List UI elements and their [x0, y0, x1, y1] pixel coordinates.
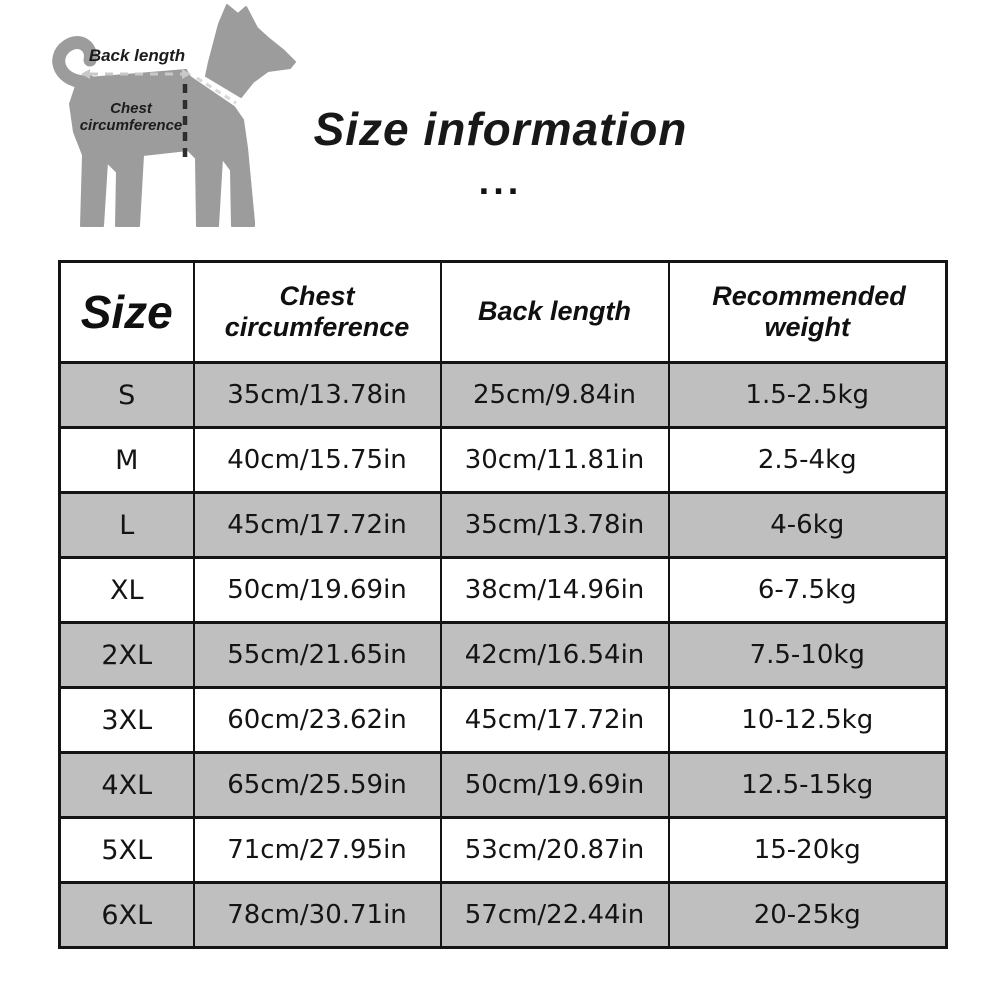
back-length-label: Back length — [88, 46, 186, 65]
size-table: Size Chest circumference Back length Rec… — [58, 260, 948, 949]
column-header-chest-circumference: Chest circumference — [192, 260, 442, 364]
table-row-xl: XL 50cm/19.69in 38cm/14.96in 6-7.5kg — [58, 556, 948, 624]
table-row-l: L 45cm/17.72in 35cm/13.78in 4-6kg — [58, 491, 948, 559]
weight-cell: 20-25kg — [667, 881, 948, 949]
back-cell: 25cm/9.84in — [439, 361, 670, 429]
weight-cell: 15-20kg — [667, 816, 948, 884]
chest-cell: 40cm/15.75in — [192, 426, 442, 494]
back-cell: 30cm/11.81in — [439, 426, 670, 494]
ellipsis-decoration: ... — [478, 161, 523, 203]
size-cell: 6XL — [58, 881, 195, 949]
column-header-label: Recommended weight — [712, 280, 906, 342]
chest-circumference-label: Chest circumference — [79, 100, 183, 135]
chest-cell: 78cm/30.71in — [192, 881, 442, 949]
dog-head-shape — [205, 4, 296, 98]
back-cell: 57cm/22.44in — [439, 881, 670, 949]
table-row-2xl: 2XL 55cm/21.65in 42cm/16.54in 7.5-10kg — [58, 621, 948, 689]
dog-silhouette-icon — [52, 4, 296, 227]
column-header-label: Back length — [477, 296, 632, 327]
collar-dashed-line — [196, 76, 237, 105]
weight-cell: 2.5-4kg — [667, 426, 948, 494]
column-header-recommended-weight: Recommended weight — [667, 260, 948, 364]
column-header-label: Chest circumference — [224, 280, 410, 342]
size-table-header: Size Chest circumference Back length Rec… — [58, 260, 948, 364]
size-cell: 2XL — [58, 621, 195, 689]
chest-cell: 50cm/19.69in — [192, 556, 442, 624]
back-cell: 50cm/19.69in — [439, 751, 670, 819]
table-row-s: S 35cm/13.78in 25cm/9.84in 1.5-2.5kg — [58, 361, 948, 429]
chest-cell: 65cm/25.59in — [192, 751, 442, 819]
chest-cell: 55cm/21.65in — [192, 621, 442, 689]
dog-measurement-diagram: Back length Chest circumference — [0, 0, 340, 250]
back-cell: 35cm/13.78in — [439, 491, 670, 559]
size-cell: 5XL — [58, 816, 195, 884]
size-cell: M — [58, 426, 195, 494]
weight-cell: 4-6kg — [667, 491, 948, 559]
back-cell: 38cm/14.96in — [439, 556, 670, 624]
table-row-5xl: 5XL 71cm/27.95in 53cm/20.87in 15-20kg — [58, 816, 948, 884]
back-cell: 45cm/17.72in — [439, 686, 670, 754]
size-cell: 4XL — [58, 751, 195, 819]
table-row-3xl: 3XL 60cm/23.62in 45cm/17.72in 10-12.5kg — [58, 686, 948, 754]
table-row-m: M 40cm/15.75in 30cm/11.81in 2.5-4kg — [58, 426, 948, 494]
back-cell: 53cm/20.87in — [439, 816, 670, 884]
size-cell: L — [58, 491, 195, 559]
dog-tail-shape — [52, 36, 97, 89]
chest-cell: 60cm/23.62in — [192, 686, 442, 754]
chest-cell: 45cm/17.72in — [192, 491, 442, 559]
weight-cell: 12.5-15kg — [667, 751, 948, 819]
chest-cell: 71cm/27.95in — [192, 816, 442, 884]
table-row-6xl: 6XL 78cm/30.71in 57cm/22.44in 20-25kg — [58, 881, 948, 949]
weight-cell: 10-12.5kg — [667, 686, 948, 754]
weight-cell: 7.5-10kg — [667, 621, 948, 689]
chest-cell: 35cm/13.78in — [192, 361, 442, 429]
page-title: Size information — [313, 103, 688, 155]
weight-cell: 1.5-2.5kg — [667, 361, 948, 429]
back-length-arrow-right — [182, 69, 191, 79]
table-row-4xl: 4XL 65cm/25.59in 50cm/19.69in 12.5-15kg — [58, 751, 948, 819]
column-header-back-length: Back length — [439, 260, 670, 364]
column-header-label: Size — [80, 286, 173, 338]
size-cell: XL — [58, 556, 195, 624]
size-table-body: S 35cm/13.78in 25cm/9.84in 1.5-2.5kg M 4… — [58, 361, 948, 949]
weight-cell: 6-7.5kg — [667, 556, 948, 624]
back-cell: 42cm/16.54in — [439, 621, 670, 689]
size-cell: S — [58, 361, 195, 429]
column-header-size: Size — [58, 260, 195, 364]
dog-body-shape — [69, 69, 255, 227]
header-row: Size Chest circumference Back length Rec… — [58, 260, 948, 364]
size-cell: 3XL — [58, 686, 195, 754]
back-length-arrow-left — [81, 69, 90, 79]
